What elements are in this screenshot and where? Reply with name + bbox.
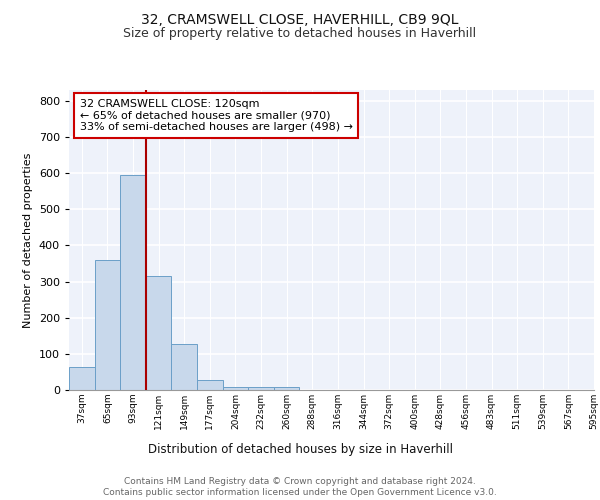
Bar xyxy=(95,260,120,390)
Text: 32 CRAMSWELL CLOSE: 120sqm
← 65% of detached houses are smaller (970)
33% of sem: 32 CRAMSWELL CLOSE: 120sqm ← 65% of deta… xyxy=(79,99,353,132)
Bar xyxy=(248,388,274,390)
Text: 32, CRAMSWELL CLOSE, HAVERHILL, CB9 9QL: 32, CRAMSWELL CLOSE, HAVERHILL, CB9 9QL xyxy=(141,12,459,26)
Bar xyxy=(172,344,197,390)
Bar xyxy=(146,276,172,390)
Text: Contains HM Land Registry data © Crown copyright and database right 2024.
Contai: Contains HM Land Registry data © Crown c… xyxy=(103,478,497,497)
Bar xyxy=(197,380,223,390)
Text: Size of property relative to detached houses in Haverhill: Size of property relative to detached ho… xyxy=(124,28,476,40)
Bar xyxy=(69,366,95,390)
Text: Distribution of detached houses by size in Haverhill: Distribution of detached houses by size … xyxy=(148,442,452,456)
Bar xyxy=(223,386,248,390)
Bar xyxy=(274,388,299,390)
Y-axis label: Number of detached properties: Number of detached properties xyxy=(23,152,33,328)
Bar xyxy=(120,175,146,390)
